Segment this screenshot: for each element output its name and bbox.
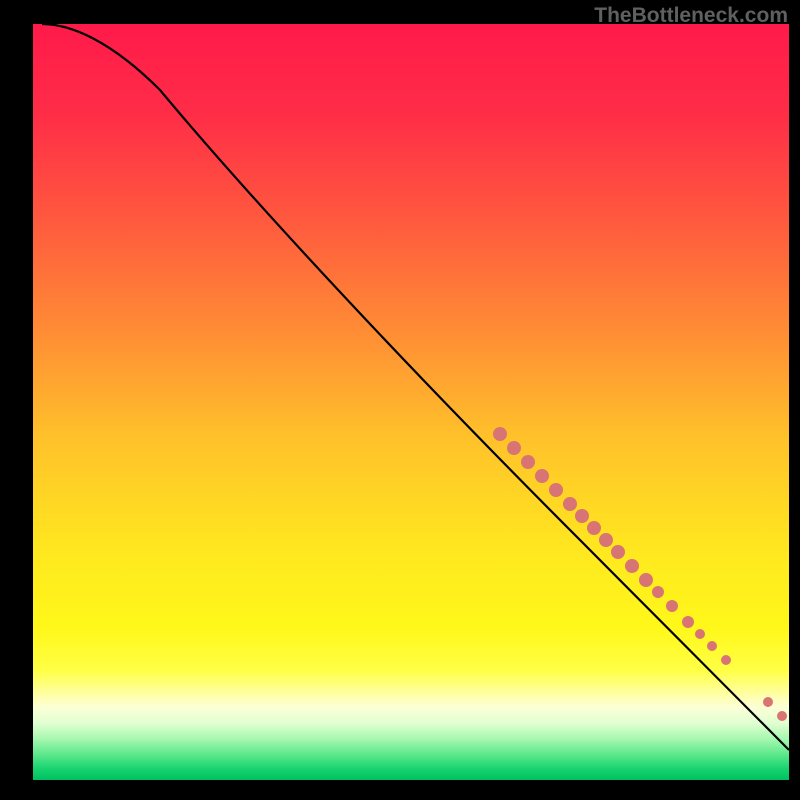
data-point-marker [666, 600, 678, 612]
marker-group [493, 427, 787, 721]
data-point-marker [507, 441, 521, 455]
data-point-marker [652, 586, 664, 598]
data-point-marker [563, 497, 577, 511]
data-point-marker [625, 559, 639, 573]
data-point-marker [493, 427, 507, 441]
data-point-marker [777, 711, 787, 721]
chart-svg [33, 24, 789, 780]
data-point-marker [575, 509, 589, 523]
plot-area [33, 24, 789, 780]
data-point-marker [707, 641, 717, 651]
data-point-marker [639, 573, 653, 587]
trend-curve [42, 24, 789, 750]
data-point-marker [535, 469, 549, 483]
chart-container: { "watermark": { "text": "TheBottleneck.… [0, 0, 800, 800]
data-point-marker [695, 629, 705, 639]
data-point-marker [587, 521, 601, 535]
watermark-text: TheBottleneck.com [594, 4, 788, 28]
data-point-marker [763, 697, 773, 707]
data-point-marker [521, 455, 535, 469]
data-point-marker [549, 483, 563, 497]
data-point-marker [611, 545, 625, 559]
data-point-marker [682, 616, 694, 628]
data-point-marker [599, 533, 613, 547]
data-point-marker [721, 655, 731, 665]
